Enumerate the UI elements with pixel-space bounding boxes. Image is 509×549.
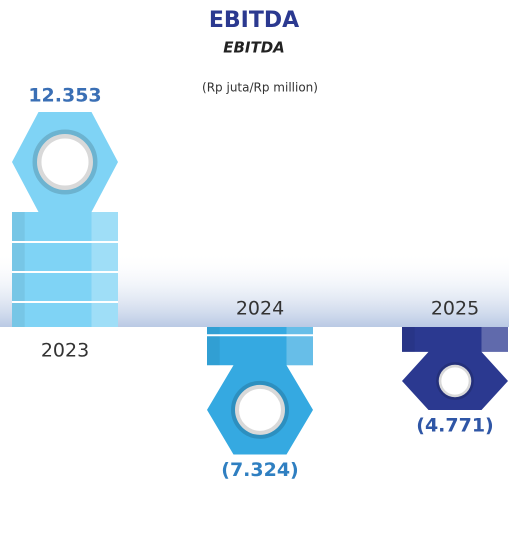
x-tick-label: 2024 [236, 298, 284, 320]
bar-shade [207, 327, 220, 366]
nut-hole [436, 362, 474, 400]
nut-hole [32, 129, 98, 195]
chart-title: EBITDA [209, 8, 299, 33]
bar-shade [402, 327, 415, 352]
nut-hole [231, 380, 289, 439]
x-tick-label: 2025 [431, 298, 479, 320]
bar-shade [12, 212, 25, 327]
value-label: (7.324) [221, 459, 298, 481]
bar-shade [286, 327, 313, 366]
unit-label: (Rp juta/Rp million) [202, 81, 318, 95]
chart-subtitle: EBITDA [223, 39, 285, 57]
x-tick-label: 2023 [41, 340, 89, 362]
value-label: (4.771) [416, 415, 493, 437]
bar-shade [91, 212, 118, 327]
value-label: 12.353 [28, 85, 101, 107]
bar-shade [481, 327, 508, 352]
